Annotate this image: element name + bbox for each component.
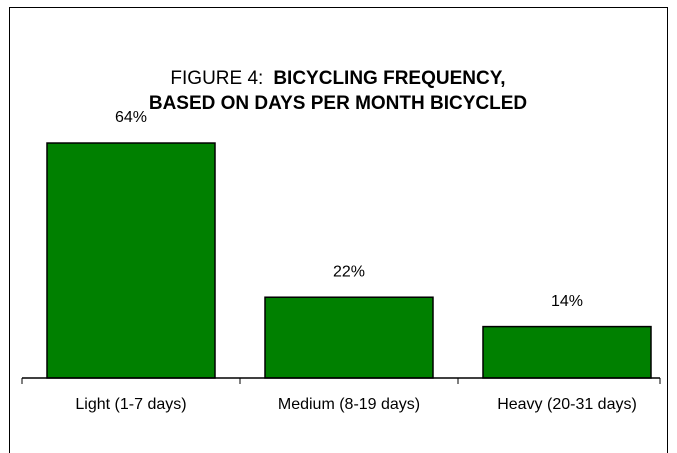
- x-tick-label: Light (1-7 days): [75, 396, 186, 413]
- value-label: 64%: [115, 109, 147, 126]
- bar: [46, 142, 216, 379]
- value-label: 14%: [551, 293, 583, 310]
- value-label: 22%: [333, 263, 365, 280]
- title-line: BASED ON DAYS PER MONTH BICYCLED: [149, 93, 527, 114]
- chart-title: FIGURE 4: BICYCLING FREQUENCY,: [170, 68, 505, 89]
- x-tick-label: Heavy (20-31 days): [497, 396, 637, 413]
- bar: [482, 325, 652, 379]
- x-tick-label: Medium (8-19 days): [278, 396, 420, 413]
- chart-frame: [9, 7, 668, 453]
- bar: [264, 296, 434, 379]
- figure-label: FIGURE 4:: [170, 68, 263, 89]
- title-line: BICYCLING FREQUENCY,: [273, 68, 505, 89]
